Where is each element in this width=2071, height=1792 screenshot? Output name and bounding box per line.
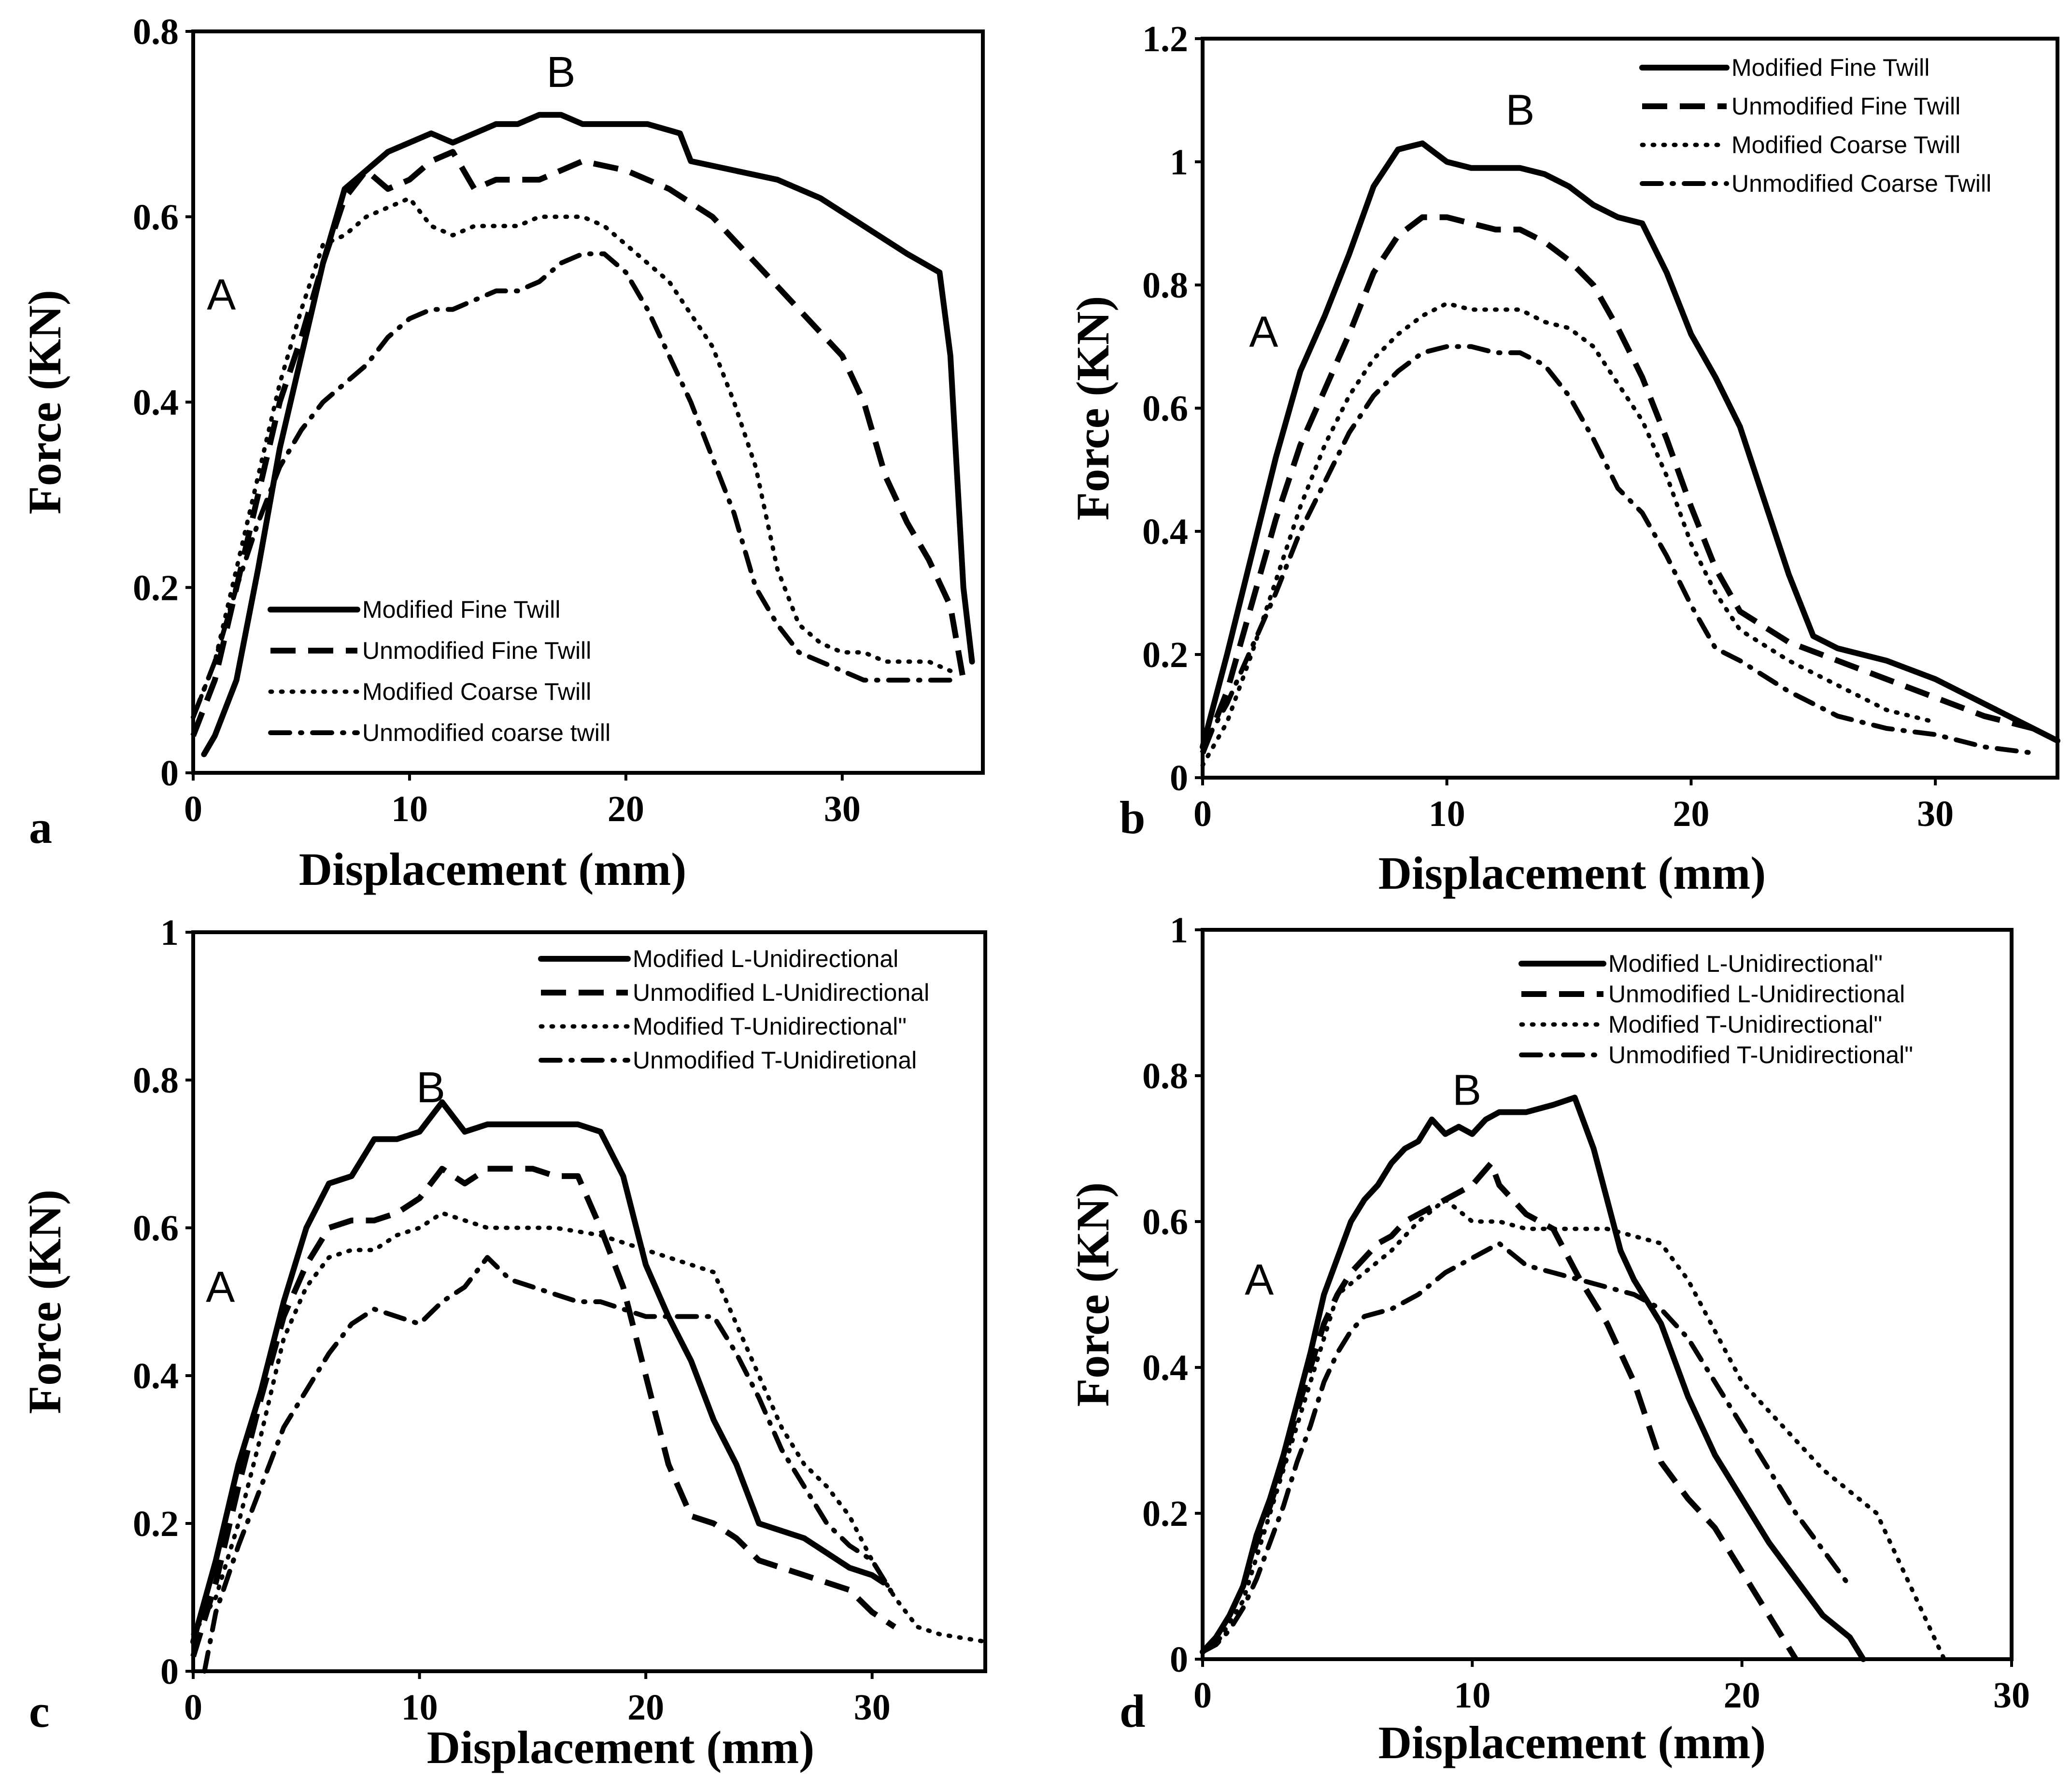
y-tick-label: 0.2 <box>1142 1493 1188 1534</box>
y-axis-title: Force (KN) <box>19 1190 71 1414</box>
legend-entry-label: Modified Coarse Twill <box>1731 131 1960 158</box>
series-line-solid <box>201 112 975 757</box>
series-line-dotted <box>1200 301 1938 768</box>
y-tick-label: 0.4 <box>133 1356 179 1396</box>
series-line-dashed <box>190 1166 896 1658</box>
series-line-dashdot <box>1200 344 2036 755</box>
y-tick-label: 0 <box>1170 758 1188 798</box>
series-line-dashdot <box>1200 1241 1852 1654</box>
x-tick-label: 30 <box>824 789 861 829</box>
y-tick-label: 1.2 <box>1142 19 1188 59</box>
x-tick-label: 20 <box>627 1687 664 1728</box>
panel-letter: a <box>29 801 52 853</box>
series-line-dotted <box>191 1210 988 1644</box>
legend-entry-label: Unmodified T-Unidirectional" <box>1608 1041 1913 1068</box>
series-line-dashed <box>190 149 966 737</box>
series-line-solid <box>190 1099 887 1645</box>
x-tick-label: 10 <box>1429 794 1465 834</box>
legend-entry-label: Unmodified L-Unidirectional <box>633 979 929 1006</box>
y-tick-label: 0.6 <box>133 1208 179 1249</box>
y-tick-label: 0.2 <box>133 1504 179 1544</box>
legend-entry-label: Unmodified Fine Twill <box>1731 93 1960 120</box>
legend-entry-label: Modified L-Unidirectional <box>633 945 898 972</box>
annotation-label: A <box>207 271 236 319</box>
legend-entry-label: Modified T-Unidirectional" <box>1608 1011 1882 1038</box>
legend-entry-label: Unmodified T-Unidiretional <box>633 1047 917 1074</box>
annotation-label: A <box>1245 1256 1274 1304</box>
y-tick-label: 0.8 <box>1142 1056 1188 1096</box>
panel-letter: b <box>1120 792 1145 843</box>
x-tick-label: 10 <box>1454 1675 1490 1716</box>
x-axis-title: Displacement (mm) <box>427 1721 814 1773</box>
y-tick-label: 0.4 <box>133 383 179 423</box>
y-tick-label: 0.6 <box>133 197 179 238</box>
panel-letter: c <box>29 1685 50 1737</box>
annotation-label: B <box>1452 1066 1481 1114</box>
y-tick-label: 0 <box>160 753 179 794</box>
x-tick-label: 0 <box>184 1687 202 1728</box>
y-axis-title: Force (KN) <box>1067 1182 1119 1407</box>
plot-frame <box>191 930 987 1673</box>
series-line-dashdot <box>191 251 953 720</box>
series-line-dashed <box>1200 214 2034 754</box>
annotation-label: A <box>1249 308 1278 356</box>
x-tick-label: 30 <box>1917 794 1954 834</box>
series-line-dashdot <box>202 1255 897 1674</box>
annotation-label: B <box>416 1064 445 1112</box>
legend-entry-label: Modified Fine Twill <box>1731 54 1929 81</box>
series-line-solid <box>1200 1095 1866 1662</box>
annotation-label: B <box>1505 86 1534 135</box>
x-tick-label: 30 <box>1993 1675 2030 1716</box>
x-tick-label: 20 <box>1673 794 1709 834</box>
legend-entry-label: Modified Fine Twill <box>362 596 560 623</box>
x-axis-title: Displacement (mm) <box>1378 847 1766 899</box>
y-tick-label: 0.6 <box>1142 1202 1188 1242</box>
y-axis-title: Force (KN) <box>19 290 71 514</box>
series-line-dotted <box>191 196 953 720</box>
x-tick-label: 0 <box>184 789 202 829</box>
y-tick-label: 0.8 <box>133 12 179 52</box>
legend-entry-label: Unmodified coarse twill <box>362 719 610 746</box>
legend-entry-label: Modified Coarse Twill <box>362 678 591 705</box>
y-tick-label: 0.8 <box>1142 265 1188 306</box>
x-tick-label: 20 <box>1724 1675 1760 1716</box>
x-tick-label: 0 <box>1193 794 1212 834</box>
x-tick-label: 20 <box>608 789 644 829</box>
y-tick-label: 0.4 <box>1142 1348 1188 1388</box>
y-tick-label: 0.2 <box>133 568 179 608</box>
plot-frame <box>1201 928 2014 1661</box>
y-tick-label: 0.8 <box>133 1060 179 1101</box>
annotation-label: A <box>206 1263 235 1311</box>
y-tick-label: 1 <box>160 912 179 953</box>
y-axis-title: Force (KN) <box>1067 296 1119 521</box>
legend-entry-label: Unmodified Coarse Twill <box>1731 170 1991 197</box>
series-line-dotted <box>1200 1197 1946 1662</box>
series-line-dashed <box>1200 1160 1799 1661</box>
y-tick-label: 0.6 <box>1142 388 1188 429</box>
legend-entry-label: Unmodified Fine Twill <box>362 637 591 664</box>
legend-entry-label: Modified L-Unidirectional" <box>1608 950 1883 977</box>
y-tick-label: 1 <box>1170 910 1188 951</box>
x-tick-label: 30 <box>854 1687 891 1728</box>
x-tick-label: 10 <box>391 789 428 829</box>
x-axis-title: Displacement (mm) <box>1378 1717 1766 1768</box>
legend-entry-label: Unmodified L-Unidirectional <box>1608 981 1905 1008</box>
annotation-label: B <box>546 48 575 97</box>
series-line-solid <box>1200 140 2060 750</box>
y-tick-label: 0 <box>160 1651 179 1692</box>
y-tick-label: 0.4 <box>1142 512 1188 552</box>
y-tick-label: 0 <box>1170 1639 1188 1680</box>
y-tick-label: 0.2 <box>1142 635 1188 675</box>
chart-panel-b: 0 0.2 0.4 0.6 0.8 1 1.2 0 10 20 30 Displacement (mm… <box>1067 19 2060 899</box>
chart-panel-a: 0 0.2 0.4 0.6 0.8 0 10 20 30 Displacement (mm) For… <box>19 12 985 895</box>
y-tick-label: 1 <box>1170 142 1188 183</box>
panel-letter: d <box>1120 1685 1145 1737</box>
x-tick-label: 10 <box>401 1687 438 1728</box>
x-tick-label: 0 <box>1193 1675 1212 1716</box>
legend-entry-label: Modified T-Unidirectional" <box>633 1013 907 1040</box>
x-axis-title: Displacement (mm) <box>299 843 686 895</box>
